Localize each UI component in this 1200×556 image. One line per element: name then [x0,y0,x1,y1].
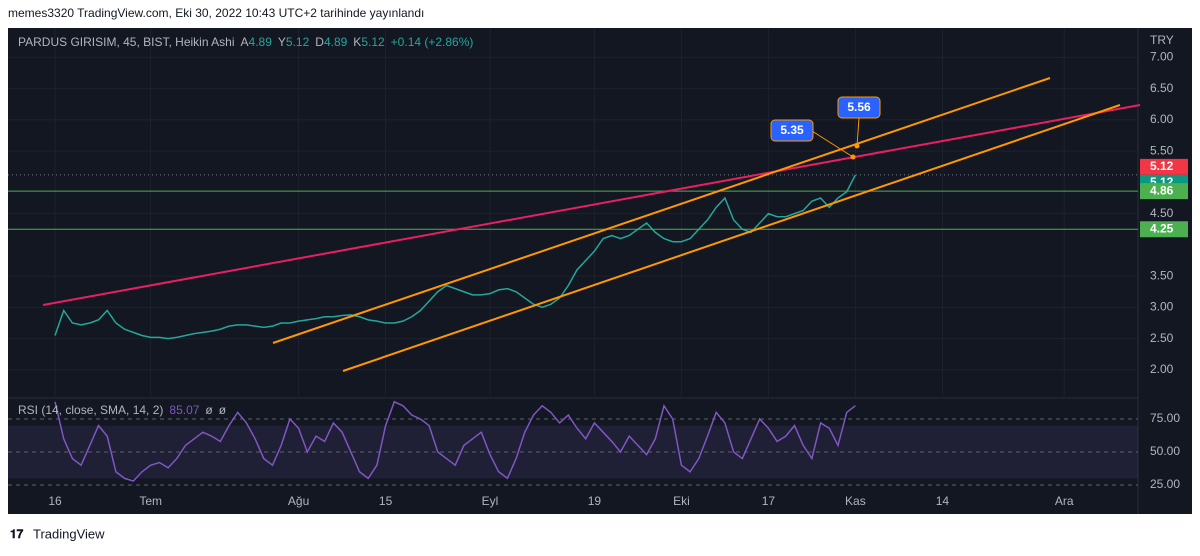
callout-box [770,119,814,142]
ohlc-value: 4.89 [249,35,273,49]
trend-line [42,104,1141,306]
series-line [54,400,856,482]
x-tick-label: 19 [588,494,602,508]
ohlc-key: A [241,35,249,49]
rsi-legend: RSI (14, close, SMA, 14, 2) 85.07 ø ø [18,403,227,417]
currency: TRY [1150,33,1174,47]
channel-lower [342,104,1121,372]
y-tick-label: 3.00 [1150,300,1174,314]
symbol: PARDUS GIRISIM, 45, BIST, Heikin Ashi [18,35,235,49]
callout-line [856,117,860,147]
x-tick-label: 15 [379,494,393,508]
channel-upper [272,77,1051,344]
y-tick-label: 6.00 [1150,112,1174,126]
ohlc-key: Y [278,35,286,49]
rsi-extra: ø [205,403,213,417]
ohlc-key: K [353,35,361,49]
legend: PARDUS GIRISIM, 45, BIST, Heikin Ashi A4.… [18,35,473,49]
y-tick-label: 7.00 [1150,50,1174,64]
callout-point [850,154,856,160]
price-tag-label: 4.86 [1150,183,1174,197]
x-tick-label: 16 [48,494,62,508]
y-tick-label: 6.50 [1150,81,1174,95]
logo-mark: 𝟏𝟕 [10,527,24,541]
y-tick-label: 75.00 [1150,411,1180,425]
footer-logo: TradingView [33,526,105,541]
x-tick-label: 17 [762,494,776,508]
y-tick-label: 4.50 [1150,206,1174,220]
rsi-extra: ø [219,403,227,417]
rsi-band [8,425,1138,479]
ohlc-value: 5.12 [286,35,310,49]
x-tick-label: Kas [845,494,866,508]
x-tick-label: 14 [936,494,950,508]
y-tick-label: 50.00 [1150,444,1180,458]
callout-box [837,96,881,119]
series-line [54,174,857,340]
callout-line [811,130,854,158]
x-tick-label: Eki [673,494,690,508]
y-tick-label: 2.00 [1150,362,1174,376]
ohlc-key: D [315,35,324,49]
published-note: memes3320 TradingView.com, Eki 30, 2022 … [8,6,424,20]
ohlc-value: 4.89 [324,35,348,49]
callout-point [854,143,860,149]
x-tick-label: Ara [1055,494,1074,508]
callout-label: 5.56 [847,100,871,114]
price-tag-label: 5.12 [1150,159,1174,173]
price-tag [1140,158,1188,175]
x-tick-label: Tem [139,494,162,508]
y-tick-label: 3.50 [1150,268,1174,282]
x-tick-label: Ağu [288,494,309,508]
price-tag-label: 4.25 [1150,221,1174,235]
ohlc-value: 5.12 [361,35,385,49]
y-tick-label: 25.00 [1150,477,1180,491]
x-tick-label: Eyl [482,494,499,508]
change: +0.14 (+2.86%) [391,35,474,49]
price-tag [1140,221,1188,238]
price-tag [1140,183,1188,200]
callout-label: 5.35 [780,123,804,137]
rsi-title: RSI (14, close, SMA, 14, 2) [18,403,163,417]
y-tick-label: 5.50 [1150,143,1174,157]
y-tick-label: 2.50 [1150,331,1174,345]
rsi-last: 85.07 [169,403,199,417]
